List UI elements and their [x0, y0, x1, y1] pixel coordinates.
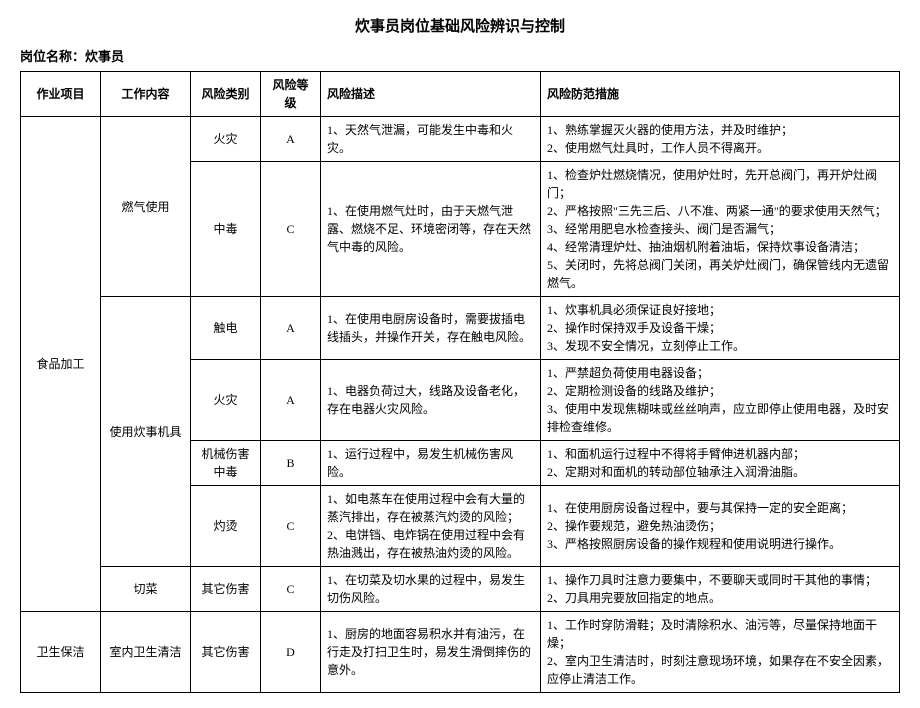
cell-desc: 1、如电蒸车在使用过程中会有大量的蒸汽排出，存在被蒸汽灼烫的风险； 2、电饼铛、… [321, 486, 541, 567]
cell-level: A [261, 117, 321, 162]
cell-type: 机械伤害 中毒 [191, 441, 261, 486]
header-level: 风险等级 [261, 72, 321, 117]
cell-prevent: 1、操作刀具时注意力要集中，不要聊天或同时干其他的事情； 2、刀具用完要放回指定… [541, 567, 900, 612]
header-project: 作业项目 [21, 72, 101, 117]
cell-work: 燃气使用 [101, 117, 191, 297]
cell-prevent: 1、熟练掌握灭火器的使用方法，并及时维护； 2、使用燃气灶具时，工作人员不得离开… [541, 117, 900, 162]
cell-type: 中毒 [191, 162, 261, 297]
cell-desc: 1、天然气泄漏，可能发生中毒和火灾。 [321, 117, 541, 162]
cell-work: 室内卫生清洁 [101, 612, 191, 693]
cell-prevent: 1、工作时穿防滑鞋；及时清除积水、油污等，尽量保持地面干燥； 2、室内卫生清洁时… [541, 612, 900, 693]
cell-level: A [261, 360, 321, 441]
table-row: 食品加工燃气使用火灾A1、天然气泄漏，可能发生中毒和火灾。1、熟练掌握灭火器的使… [21, 117, 900, 162]
cell-level: A [261, 297, 321, 360]
header-prevent: 风险防范措施 [541, 72, 900, 117]
cell-level: C [261, 162, 321, 297]
cell-prevent: 1、和面机运行过程中不得将手臂伸进机器内部； 2、定期对和面机的转动部位轴承注入… [541, 441, 900, 486]
table-row: 切菜其它伤害C1、在切菜及切水果的过程中，易发生切伤风险。1、操作刀具时注意力要… [21, 567, 900, 612]
header-desc: 风险描述 [321, 72, 541, 117]
cell-prevent: 1、在使用厨房设备过程中，要与其保持一定的安全距离； 2、操作要规范，避免热油烫… [541, 486, 900, 567]
header-work: 工作内容 [101, 72, 191, 117]
cell-desc: 1、厨房的地面容易积水并有油污，在行走及打扫卫生时，易发生滑倒摔伤的意外。 [321, 612, 541, 693]
cell-prevent: 1、严禁超负荷使用电器设备； 2、定期检测设备的线路及维护； 3、使用中发现焦糊… [541, 360, 900, 441]
cell-level: D [261, 612, 321, 693]
cell-work: 切菜 [101, 567, 191, 612]
cell-type: 其它伤害 [191, 612, 261, 693]
cell-desc: 1、在使用电厨房设备时，需要拔插电线插头，并操作开关，存在触电风险。 [321, 297, 541, 360]
cell-type: 火灾 [191, 117, 261, 162]
cell-desc: 1、在使用燃气灶时，由于天燃气泄露、燃烧不足、环境密闭等，存在天然气中毒的风险。 [321, 162, 541, 297]
cell-level: C [261, 567, 321, 612]
cell-prevent: 1、检查炉灶燃烧情况，使用炉灶时，先开总阀门，再开炉灶阀门； 2、严格按照"三先… [541, 162, 900, 297]
cell-project: 卫生保洁 [21, 612, 101, 693]
table-row: 使用炊事机具触电A1、在使用电厨房设备时，需要拔插电线插头，并操作开关，存在触电… [21, 297, 900, 360]
table-body: 食品加工燃气使用火灾A1、天然气泄漏，可能发生中毒和火灾。1、熟练掌握灭火器的使… [21, 117, 900, 693]
header-type: 风险类别 [191, 72, 261, 117]
cell-prevent: 1、炊事机具必须保证良好接地； 2、操作时保持双手及设备干燥； 3、发现不安全情… [541, 297, 900, 360]
cell-desc: 1、电器负荷过大，线路及设备老化，存在电器火灾风险。 [321, 360, 541, 441]
cell-type: 火灾 [191, 360, 261, 441]
cell-project: 食品加工 [21, 117, 101, 612]
cell-type: 其它伤害 [191, 567, 261, 612]
cell-work: 使用炊事机具 [101, 297, 191, 567]
table-row: 卫生保洁室内卫生清洁其它伤害D1、厨房的地面容易积水并有油污，在行走及打扫卫生时… [21, 612, 900, 693]
cell-type: 触电 [191, 297, 261, 360]
page-subtitle: 岗位名称：炊事员 [20, 46, 900, 65]
cell-level: C [261, 486, 321, 567]
page-title: 炊事员岗位基础风险辨识与控制 [20, 15, 900, 36]
cell-level: B [261, 441, 321, 486]
cell-desc: 1、运行过程中，易发生机械伤害风险。 [321, 441, 541, 486]
risk-table: 作业项目 工作内容 风险类别 风险等级 风险描述 风险防范措施 食品加工燃气使用… [20, 71, 900, 693]
cell-desc: 1、在切菜及切水果的过程中，易发生切伤风险。 [321, 567, 541, 612]
table-header-row: 作业项目 工作内容 风险类别 风险等级 风险描述 风险防范措施 [21, 72, 900, 117]
cell-type: 灼烫 [191, 486, 261, 567]
